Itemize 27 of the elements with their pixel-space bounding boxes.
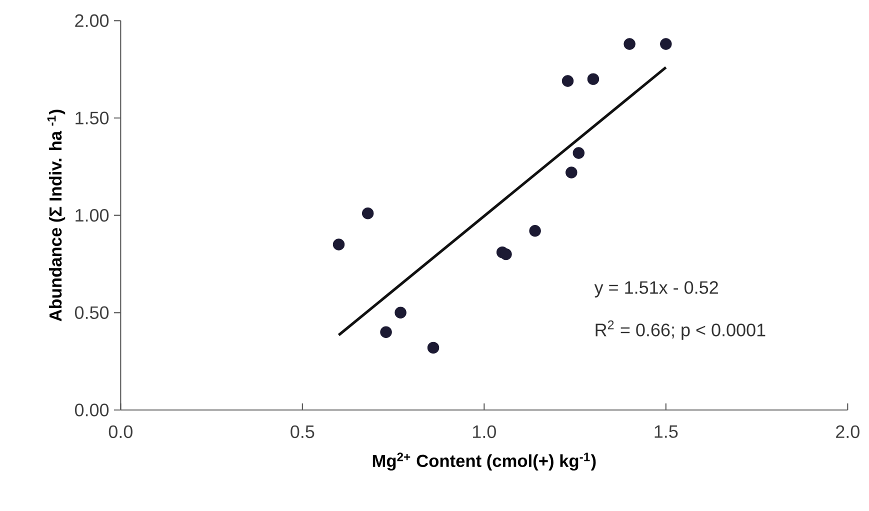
point (500, 248, 512, 260)
x-tick-label: 0.5 (290, 425, 314, 438)
point (624, 38, 636, 50)
x-tick-label: 1.0 (473, 425, 496, 438)
y-tick-label: 0.00 (74, 404, 109, 416)
point (529, 225, 541, 237)
point (562, 75, 574, 87)
y-tick-label: 1.50 (76, 112, 109, 124)
x-tick-label: 2.0 (836, 425, 860, 438)
y-tick-label: 1.00 (76, 208, 109, 222)
point (362, 208, 374, 220)
point (566, 166, 578, 178)
y-tick-label: 2.00 (75, 14, 109, 28)
point (587, 73, 600, 85)
point (427, 342, 440, 354)
point (332, 238, 345, 250)
point (572, 147, 585, 159)
y-tick-label: 0.50 (74, 306, 109, 320)
text: Mg$^{2+}$ Content (cmol(+) kg$^{-1}$) (372, 452, 596, 471)
annotation: y = 1.51x - 0.52 (594, 281, 718, 298)
point (394, 306, 406, 319)
point (660, 38, 672, 50)
point (380, 326, 392, 338)
annotation: R$^{2}$ = 0.66; p < 0.0001 (596, 320, 766, 340)
x-tick-label: 1.5 (654, 425, 678, 438)
x-tick-label: 0.0 (108, 425, 132, 438)
text: Abundance (Σ Indiv. ha $^{-1}$) (47, 110, 66, 322)
